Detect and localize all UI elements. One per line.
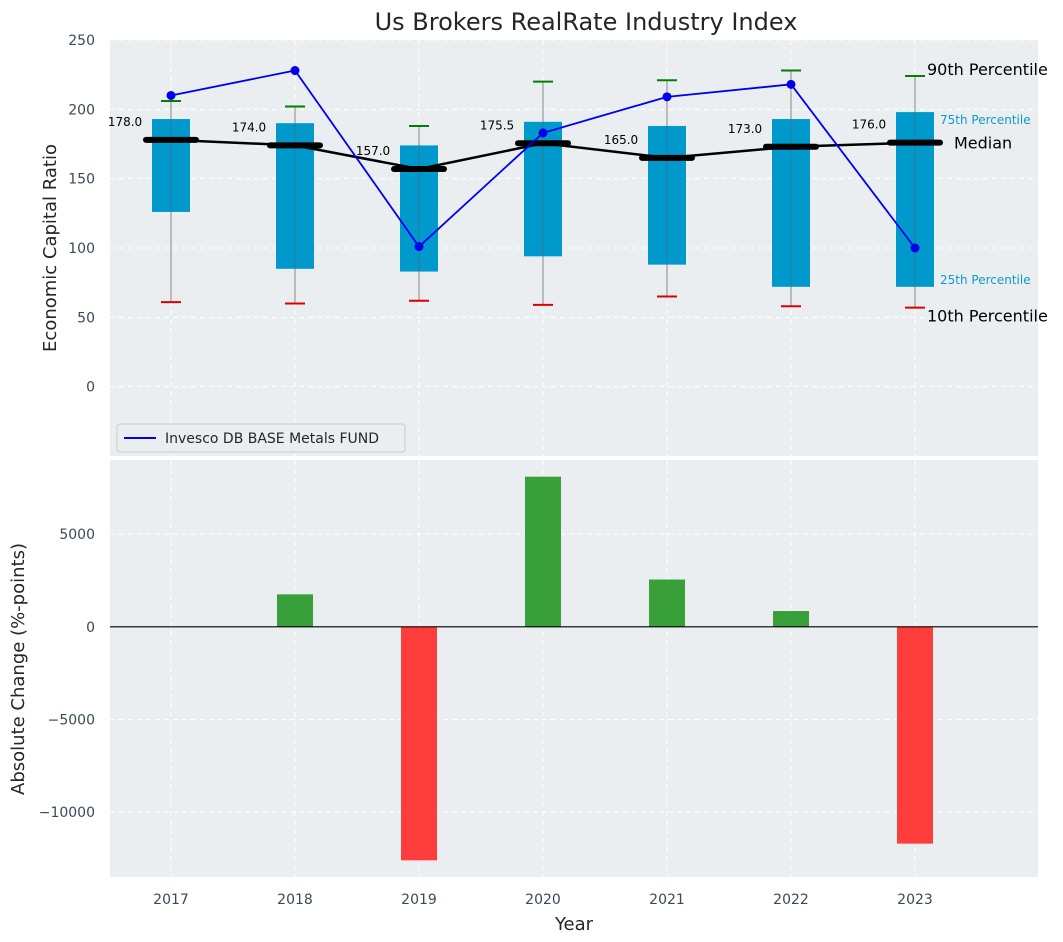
box-plot-marks: 178.0 174.0 157.0 175.5 165.0 173.0 176.0 90th … xyxy=(108,60,1048,326)
median-value-label: 174.0 xyxy=(232,120,266,134)
change-bar-marks xyxy=(110,476,1038,861)
change-bar xyxy=(525,476,561,627)
top-y-tick-label: 0 xyxy=(86,380,95,396)
bottom-panel-background xyxy=(110,460,1038,877)
annotation-90th-percentile: 90th Percentile xyxy=(927,60,1048,79)
top-y-tick-label: 150 xyxy=(68,172,95,188)
fund-series-point xyxy=(910,243,920,253)
change-bar xyxy=(649,579,685,627)
change-bar xyxy=(277,594,313,627)
annotation-75th-percentile: 75th Percentile xyxy=(940,113,1031,127)
median-value-label: 157.0 xyxy=(356,144,390,158)
fund-series-point xyxy=(662,92,672,102)
median-value-label: 176.0 xyxy=(852,118,886,132)
fund-series-point xyxy=(538,128,548,138)
annotation-10th-percentile: 10th Percentile xyxy=(927,307,1048,326)
change-bar xyxy=(897,626,933,844)
legend: Invesco DB BASE Metals FUND xyxy=(116,423,406,453)
x-tick-label: 2022 xyxy=(773,892,809,908)
x-tick-label: 2017 xyxy=(153,892,189,908)
top-y-tick-label: 250 xyxy=(68,33,95,49)
fund-series-point xyxy=(166,90,176,100)
fund-series-point xyxy=(290,66,300,76)
top-y-tick-label: 50 xyxy=(77,310,95,326)
top-y-tick-label: 100 xyxy=(68,241,95,257)
bottom-y-tick-label: 0 xyxy=(86,620,95,636)
median-value-label: 165.0 xyxy=(604,133,638,147)
x-axis-label: Year xyxy=(554,914,594,935)
bottom-y-tick-labels: −10000 −5000 0 5000 xyxy=(39,527,95,821)
change-bar xyxy=(401,626,437,861)
x-tick-label: 2018 xyxy=(277,892,313,908)
median-value-label: 175.5 xyxy=(480,118,514,132)
legend-box xyxy=(116,423,406,453)
x-tick-label: 2020 xyxy=(525,892,561,908)
x-tick-label: 2021 xyxy=(649,892,685,908)
annotation-25th-percentile: 25th Percentile xyxy=(940,273,1031,287)
x-tick-labels: 2017 2018 2019 2020 2021 2022 2023 xyxy=(153,892,933,908)
fund-series-point xyxy=(786,79,796,89)
bottom-y-tick-label: −10000 xyxy=(39,805,95,821)
fund-series-point xyxy=(414,242,424,252)
top-y-tick-label: 200 xyxy=(68,102,95,118)
x-tick-label: 2019 xyxy=(401,892,437,908)
chart-title: Us Brokers RealRate Industry Index xyxy=(375,8,798,36)
x-tick-label: 2023 xyxy=(897,892,933,908)
annotation-median: Median xyxy=(954,134,1012,153)
median-value-label: 173.0 xyxy=(728,122,762,136)
top-y-tick-labels: 0 50 100 150 200 250 xyxy=(68,33,95,396)
bottom-y-tick-label: 5000 xyxy=(59,527,95,543)
median-value-label: 178.0 xyxy=(108,115,142,129)
bottom-y-axis-label: Absolute Change (%-points) xyxy=(8,543,29,795)
top-y-axis-label: Economic Capital Ratio xyxy=(40,144,61,352)
change-bar xyxy=(773,611,809,627)
legend-label: Invesco DB BASE Metals FUND xyxy=(165,431,379,447)
bottom-y-tick-label: −5000 xyxy=(48,712,95,728)
